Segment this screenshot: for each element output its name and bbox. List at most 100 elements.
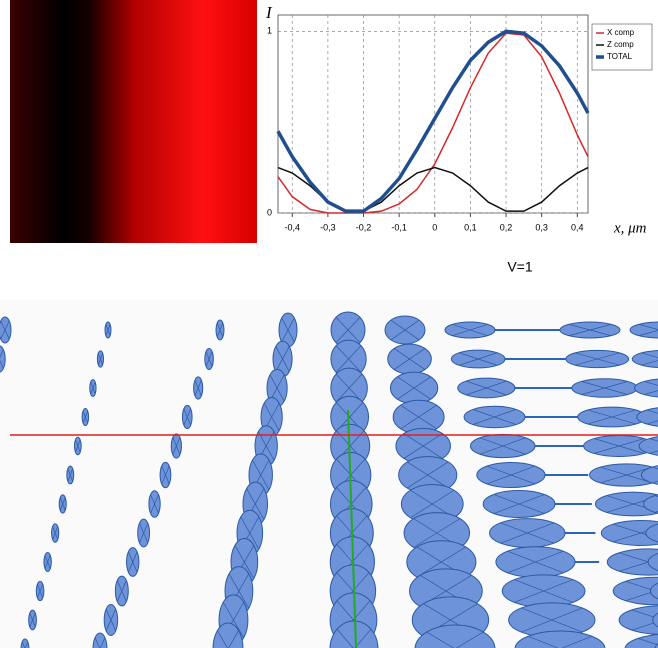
ellipse (643, 494, 658, 514)
ellipse-axis (638, 330, 658, 336)
x-tick-label: -0,1 (391, 222, 407, 232)
ellipse (636, 407, 658, 427)
series-line (276, 29, 590, 213)
ellipse (594, 491, 658, 517)
ellipse-axis (587, 409, 636, 425)
ellipse (589, 463, 658, 487)
ellipse-axis (410, 490, 455, 518)
ellipse-axis (594, 438, 645, 454)
x-tick-label: -0,3 (320, 222, 336, 232)
ellipse-axis (75, 439, 81, 453)
ellipse-axis (394, 348, 426, 370)
ellipse-axis (67, 468, 74, 482)
ellipse-axis (90, 382, 96, 394)
x-tick-label: 0,2 (500, 222, 513, 232)
ellipse (638, 436, 658, 456)
series-line (277, 32, 589, 214)
ellipse-axis (480, 437, 526, 455)
ellipse-axis (172, 437, 181, 455)
ellipse-axis (646, 409, 658, 414)
ellipse-axis (646, 420, 658, 425)
ellipse-axis (94, 637, 100, 648)
ellipse-axis (500, 522, 554, 544)
x-tick-label: -0,2 (356, 222, 372, 232)
x-tick-label: 0,4 (571, 222, 584, 232)
ellipse-axis (561, 636, 592, 648)
plot-area (277, 14, 589, 214)
ellipse-axis (413, 518, 460, 548)
ellipse-axis (150, 494, 159, 514)
ellipse-axis (581, 381, 628, 395)
green-line (347, 409, 357, 648)
ellipse-axis (638, 638, 658, 646)
ellipse-axis (97, 353, 103, 365)
ellipse-axis (37, 584, 44, 598)
ellipse-axis (183, 408, 191, 426)
ellipse (631, 350, 658, 368)
ellipse (618, 605, 658, 635)
ellipse-axis (105, 324, 111, 336)
ellipse-axis (228, 630, 239, 648)
ellipse-axis (269, 374, 285, 402)
ellipse-axis (397, 376, 431, 400)
ellipse-axis (416, 546, 466, 578)
x-tick-label: 0 (432, 222, 437, 232)
annotation: V=1 (507, 259, 533, 275)
polarization-field (0, 300, 658, 648)
ellipse (624, 634, 658, 648)
ellipse-axis (128, 551, 138, 573)
ellipse-axis (473, 409, 516, 425)
ellipse-axis (139, 523, 149, 543)
ellipse-axis (466, 380, 507, 396)
ellipse (600, 520, 658, 546)
ellipse (514, 630, 606, 648)
ellipse-axis (638, 324, 658, 330)
ellipse (414, 624, 496, 648)
intensity-image (10, 0, 257, 243)
legend-label: TOTAL (607, 52, 633, 61)
legend (591, 23, 653, 71)
ellipse-axis (335, 345, 362, 373)
ellipse (640, 465, 658, 485)
ellipse-axis (0, 349, 4, 358)
y-axis-label: I (265, 3, 273, 22)
ellipse (629, 321, 658, 339)
ellipse-axis (217, 630, 228, 648)
ellipse (612, 576, 658, 606)
y-tick-label: 1 (267, 26, 272, 36)
ellipse-axis (29, 612, 36, 628)
ellipse (92, 632, 108, 648)
ellipse-axis (407, 461, 449, 489)
ellipse (20, 638, 30, 648)
ellipse-axis (426, 631, 455, 648)
ellipse-axis (632, 621, 658, 631)
legend-label: Z comp (607, 40, 634, 49)
ellipse-axis (568, 324, 612, 336)
ellipse-axis (493, 494, 545, 514)
ellipse-axis (486, 465, 535, 485)
ellipse (0, 345, 6, 373)
ellipse-axis (336, 629, 354, 648)
ellipse-axis (575, 352, 620, 366)
ellipse-axis (400, 404, 437, 430)
ellipse (645, 523, 658, 543)
ellipse-axis (205, 351, 213, 367)
ellipse-axis (452, 324, 488, 336)
ellipse (654, 642, 658, 648)
ellipse-axis (514, 579, 573, 603)
ellipse-axis (600, 466, 653, 484)
ellipse-axis (52, 526, 59, 540)
ellipse (212, 622, 244, 648)
ellipse (0, 316, 12, 344)
ellipse-axis (161, 465, 170, 485)
line-chart: I x, μm -0,4 -0,3 -0,2 -0,1 0 0,1 0,2 0,3 0,4 0 1 X… (265, 3, 653, 236)
ellipse-axis (390, 319, 420, 341)
ellipse (647, 552, 658, 572)
ellipse-axis (403, 433, 443, 459)
ellipse-axis (644, 390, 658, 395)
ellipse-axis (521, 607, 583, 633)
ellipse-axis (281, 317, 295, 343)
ellipse-axis (613, 527, 658, 543)
x-axis-label: x, μm (613, 220, 647, 236)
